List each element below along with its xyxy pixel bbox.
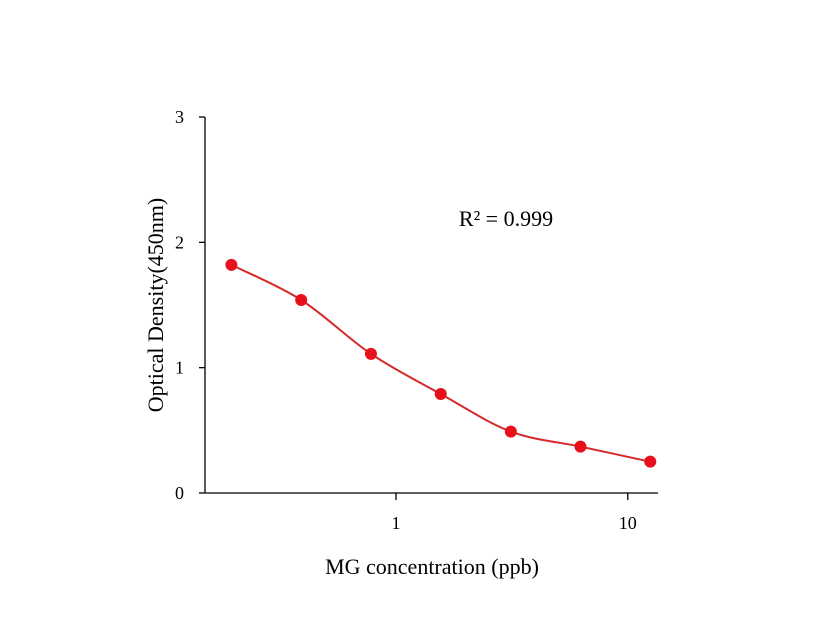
data-point (574, 440, 587, 453)
x-tick-label: 1 (391, 513, 400, 533)
y-tick-label: 2 (175, 232, 184, 252)
data-point (504, 425, 517, 438)
data-point (364, 347, 377, 360)
x-ticks: 1 10 (391, 493, 637, 533)
fit-curve (230, 263, 651, 463)
y-tick-label: 1 (175, 358, 184, 378)
y-axis-title: Optical Density(450nm) (143, 198, 168, 412)
axes: 0 1 2 3 1 10 (175, 107, 658, 533)
y-tick-label: 0 (175, 483, 184, 503)
r-squared-annotation: R² = 0.999 (459, 206, 553, 231)
x-tick-label: 10 (619, 513, 637, 533)
y-ticks: 0 1 2 3 (175, 107, 205, 503)
data-point (434, 387, 447, 400)
x-axis-title: MG concentration (ppb) (325, 554, 539, 579)
data-point (644, 455, 657, 468)
data-point (295, 293, 308, 306)
y-tick-label: 3 (175, 107, 184, 127)
data-points (225, 258, 657, 468)
data-point (225, 258, 238, 271)
